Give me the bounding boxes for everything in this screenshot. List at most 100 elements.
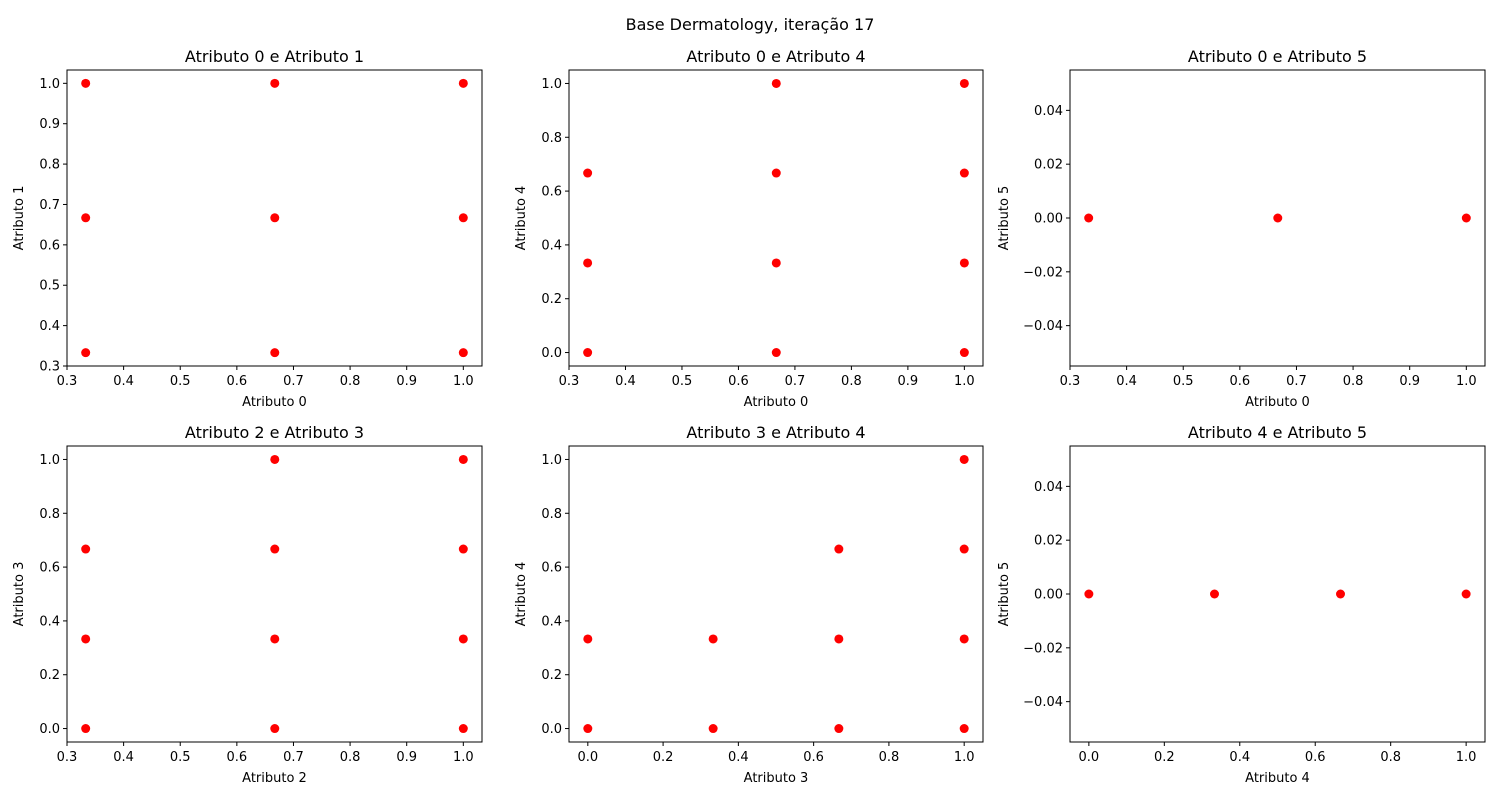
data-point (270, 213, 280, 223)
y-tick-label: −0.02 (1023, 641, 1063, 656)
y-tick-label: 0.02 (1034, 158, 1063, 173)
subplots: 0.3 0.4 0.5 0.6 0.7 0.8 0.9 1.0 0.3 0.4 0.5 0.6 0.7 0… (12, 47, 1486, 786)
data-point (1336, 589, 1346, 599)
data-point (959, 348, 969, 358)
data-point (583, 168, 593, 178)
x-axis-label: Atributo 0 (1245, 395, 1310, 410)
data-point (458, 634, 468, 644)
data-point (81, 544, 91, 554)
subplot-2: 0.3 0.4 0.5 0.6 0.7 0.8 0.9 1.0 −0.04 −0.02 0.00 0.… (997, 47, 1486, 410)
subplot-title: Atributo 3 e Atributo 4 (686, 423, 865, 442)
axes-frame (568, 445, 984, 743)
data-point (1461, 589, 1471, 599)
subplot-title: Atributo 0 e Atributo 4 (686, 47, 865, 66)
data-point (1084, 589, 1094, 599)
data-point (959, 258, 969, 268)
data-point (959, 454, 969, 464)
subplot-4: 0.0 0.2 0.4 0.6 0.8 1.0 0.0 0.2 0.4 0.6 0.8 1.0 Atri… (514, 423, 984, 786)
y-tick-label: 0.2 (39, 668, 60, 683)
y-tick-label: 0.4 (39, 319, 60, 334)
x-tick-label: 0.5 (672, 374, 693, 389)
x-tick-label: 0.4 (1116, 374, 1137, 389)
data-point (1209, 589, 1219, 599)
x-axis-label: Atributo 2 (242, 771, 307, 786)
y-axis-label: Atributo 5 (997, 562, 1012, 627)
y-tick-label: −0.02 (1023, 265, 1063, 280)
data-point (583, 724, 593, 734)
y-axis-label: Atributo 5 (997, 186, 1012, 251)
x-tick-label: 0.9 (1399, 374, 1420, 389)
x-tick-label: 0.3 (57, 750, 78, 765)
data-point (270, 544, 280, 554)
axes-frame (1069, 445, 1486, 743)
data-point (81, 348, 91, 358)
data-point (270, 348, 280, 358)
y-axis-label: Atributo 4 (514, 186, 529, 251)
x-tick-label: 0.9 (396, 750, 417, 765)
y-tick-label: 0.6 (39, 561, 60, 576)
x-tick-label: 0.3 (559, 374, 580, 389)
x-tick-label: 0.4 (113, 750, 134, 765)
y-tick-label: 1.0 (39, 453, 60, 468)
data-point (771, 168, 781, 178)
x-tick-label: 0.2 (653, 750, 674, 765)
data-point (81, 213, 91, 223)
y-tick-label: 1.0 (541, 77, 562, 92)
y-axis-label: Atributo 3 (12, 562, 27, 627)
data-point (583, 258, 593, 268)
y-tick-label: −0.04 (1023, 695, 1063, 710)
data-point (270, 724, 280, 734)
x-tick-label: 0.0 (577, 750, 598, 765)
y-tick-label: 0.8 (541, 131, 562, 146)
x-tick-label: 0.8 (841, 374, 862, 389)
y-tick-label: 0.00 (1034, 588, 1063, 603)
x-axis-label: Atributo 0 (744, 395, 809, 410)
data-point (458, 724, 468, 734)
data-point (708, 634, 718, 644)
data-point (959, 544, 969, 554)
data-point (771, 258, 781, 268)
data-point (458, 213, 468, 223)
x-axis-label: Atributo 4 (1245, 771, 1310, 786)
y-tick-label: 0.02 (1034, 534, 1063, 549)
data-point (1273, 213, 1283, 223)
x-tick-label: 0.3 (57, 374, 78, 389)
x-tick-label: 0.6 (803, 750, 824, 765)
subplot-1: 0.3 0.4 0.5 0.6 0.7 0.8 0.9 1.0 0.0 0.2 0.4 0.6 0.8 1… (514, 47, 984, 410)
axes-frame (66, 445, 483, 743)
x-tick-label: 0.5 (170, 750, 191, 765)
x-tick-label: 0.8 (340, 750, 361, 765)
data-point (458, 78, 468, 88)
data-point (1461, 213, 1471, 223)
data-point (1084, 213, 1094, 223)
data-point (771, 348, 781, 358)
data-point (458, 454, 468, 464)
data-point (959, 78, 969, 88)
data-point (771, 78, 781, 88)
x-tick-label: 1.0 (1456, 750, 1477, 765)
x-tick-label: 1.0 (1456, 374, 1477, 389)
y-tick-label: 0.5 (39, 279, 60, 294)
y-tick-label: 1.0 (39, 77, 60, 92)
x-tick-label: 0.4 (113, 374, 134, 389)
data-point (270, 634, 280, 644)
x-tick-label: 0.6 (227, 374, 248, 389)
subplot-title: Atributo 4 e Atributo 5 (1188, 423, 1367, 442)
subplot-5: 0.0 0.2 0.4 0.6 0.8 1.0 −0.04 −0.02 0.00 0.02 0.04… (997, 423, 1486, 786)
x-tick-label: 0.6 (1305, 750, 1326, 765)
y-tick-label: 0.04 (1034, 480, 1063, 495)
x-axis-label: Atributo 0 (242, 395, 307, 410)
subplot-title: Atributo 2 e Atributo 3 (185, 423, 364, 442)
data-point (959, 634, 969, 644)
x-tick-label: 0.7 (785, 374, 806, 389)
y-tick-label: 0.4 (541, 238, 562, 253)
x-tick-label: 0.8 (1343, 374, 1364, 389)
y-tick-label: 0.7 (39, 198, 60, 213)
data-point (959, 168, 969, 178)
subplot-title: Atributo 0 e Atributo 1 (185, 47, 364, 66)
x-tick-label: 0.0 (1079, 750, 1100, 765)
x-tick-label: 0.6 (1230, 374, 1251, 389)
subplot-0: 0.3 0.4 0.5 0.6 0.7 0.8 0.9 1.0 0.3 0.4 0.5 0.6 0.7 0… (12, 47, 483, 410)
data-point (81, 78, 91, 88)
x-tick-label: 0.4 (615, 374, 636, 389)
